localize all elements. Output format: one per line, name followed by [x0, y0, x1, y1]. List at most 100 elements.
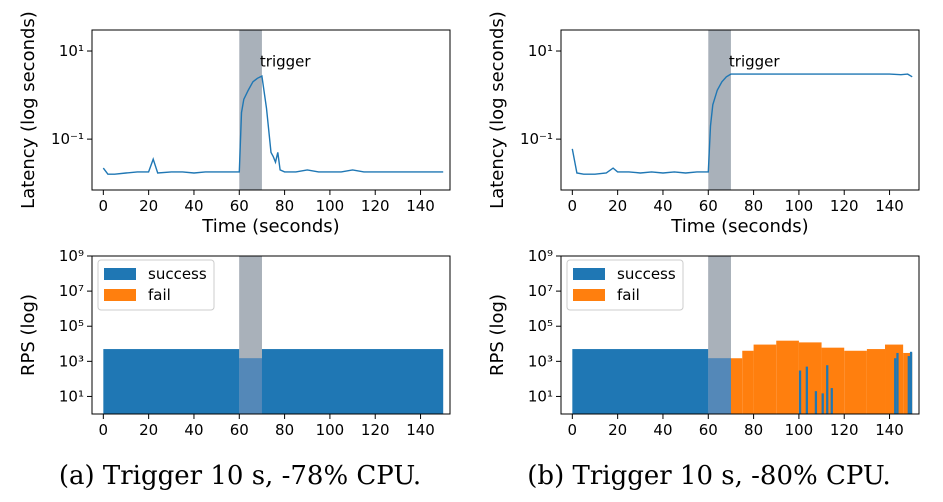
x-axis-label: Time (seconds) [670, 216, 808, 237]
legend-swatch-fail [104, 289, 136, 301]
bar-success [261, 349, 444, 414]
trigger-band-overlap [239, 358, 262, 414]
bar-fail [753, 344, 777, 414]
x-tick-label: 60 [230, 421, 249, 439]
x-tick-label: 80 [275, 197, 294, 215]
x-tick-label: 100 [785, 421, 814, 439]
y-tick-label: 10⁵ [59, 317, 84, 335]
x-tick-label: 40 [184, 421, 203, 439]
x-tick-label: 100 [316, 197, 345, 215]
x-tick-label: 100 [316, 421, 345, 439]
y-tick-label: 10³ [59, 352, 84, 370]
bar-success [572, 349, 709, 414]
trigger-band-top [708, 256, 731, 359]
x-tick-label: 60 [699, 197, 718, 215]
x-tick-label: 100 [785, 197, 814, 215]
x-tick-label: 120 [830, 421, 859, 439]
caption-b: (b) Trigger 10 s, -80% CPU. [527, 461, 890, 491]
x-tick-label: 120 [361, 197, 390, 215]
x-tick-label: 40 [184, 197, 203, 215]
legend-label-success: success [617, 265, 676, 283]
y-tick-label: 10¹ [528, 42, 553, 60]
axes-frame [91, 255, 451, 415]
bar-success [814, 391, 818, 414]
x-tick-label: 120 [361, 421, 390, 439]
bar-success [798, 370, 802, 414]
x-tick-label: 60 [230, 197, 249, 215]
x-tick-label: 40 [653, 421, 672, 439]
latency-line [102, 75, 444, 175]
y-tick-label: 10⁹ [528, 247, 553, 265]
latency-line [571, 73, 913, 175]
y-tick-label: 10⁹ [59, 247, 84, 265]
y-tick-label: 10¹ [528, 387, 553, 405]
x-tick-label: 60 [699, 421, 718, 439]
bar-success [805, 366, 808, 414]
y-tick-label: 10⁻¹ [520, 130, 553, 148]
x-tick-label: 140 [406, 421, 435, 439]
x-tick-label: 120 [830, 197, 859, 215]
latency-plot-b: trigger 0 20 40 60 80 100 120 140 10¹ 10⁻¹ Time (se… [487, 11, 920, 237]
bar-success [826, 365, 829, 414]
bar-success [103, 349, 240, 414]
x-tick-label: 0 [568, 197, 578, 215]
bar-success [894, 358, 897, 414]
trigger-band [239, 30, 262, 190]
bar-fail [776, 340, 799, 414]
bar-fail [798, 342, 822, 414]
axes-frame [560, 29, 920, 191]
axes-frame [91, 29, 451, 191]
x-tick-label: 0 [99, 197, 109, 215]
x-tick-label: 140 [406, 197, 435, 215]
bar-success [907, 356, 910, 414]
trigger-band-top [239, 256, 262, 359]
bar-fail [866, 349, 886, 414]
y-axis-label: Latency (log seconds) [487, 11, 508, 209]
caption-a: (a) Trigger 10 s, -78% CPU. [59, 461, 421, 491]
bar-success [909, 351, 913, 414]
x-tick-label: 20 [139, 421, 158, 439]
axes-frame [560, 255, 920, 415]
y-tick-label: 10¹ [59, 387, 84, 405]
x-tick-label: 0 [99, 421, 109, 439]
latency-plot-a: trigger 0 20 40 60 80 100 120 140 10¹ 10⁻¹ Time (se… [18, 11, 451, 237]
x-axis-label: Time (seconds) [201, 216, 339, 237]
legend-swatch-fail [573, 289, 605, 301]
x-tick-label: 0 [568, 421, 578, 439]
y-tick-label: 10⁷ [59, 282, 84, 300]
x-tick-label: 20 [608, 197, 627, 215]
y-tick-label: 10⁻¹ [51, 130, 84, 148]
bar-success [821, 393, 824, 414]
legend-label-success: success [148, 265, 207, 283]
y-tick-label: 10³ [528, 352, 553, 370]
x-tick-label: 140 [875, 421, 904, 439]
bar-success [896, 352, 899, 414]
trigger-annotation: trigger [260, 52, 311, 70]
y-tick-label: 10⁷ [528, 282, 553, 300]
x-tick-label: 80 [744, 421, 763, 439]
x-tick-label: 20 [139, 197, 158, 215]
x-tick-label: 140 [875, 197, 904, 215]
x-tick-label: 20 [608, 421, 627, 439]
bar-fail [742, 350, 754, 414]
trigger-band [708, 30, 731, 190]
bar-fail [730, 358, 743, 414]
legend-swatch-success [104, 268, 136, 280]
x-tick-label: 80 [275, 421, 294, 439]
rps-plot-a: success fail 0 20 40 60 80 100 120 140 10¹ 10³ 10⁵ 10… [18, 247, 451, 439]
rps-plot-b: success fail 0 20 40 60 80 100 120 140 10¹ 10³ 10⁵ 10… [487, 247, 920, 439]
y-axis-label: RPS (log) [18, 294, 39, 376]
bar-fail [844, 350, 867, 414]
legend-label-fail: fail [148, 286, 171, 304]
trigger-band-overlap [708, 358, 731, 414]
x-tick-label: 80 [744, 197, 763, 215]
legend-swatch-success [573, 268, 605, 280]
y-tick-label: 10¹ [59, 42, 84, 60]
y-tick-label: 10⁵ [528, 317, 553, 335]
y-axis-label: Latency (log seconds) [18, 11, 39, 209]
bar-success [830, 388, 833, 414]
trigger-annotation: trigger [729, 52, 780, 70]
x-tick-label: 40 [653, 197, 672, 215]
y-axis-label: RPS (log) [487, 294, 508, 376]
